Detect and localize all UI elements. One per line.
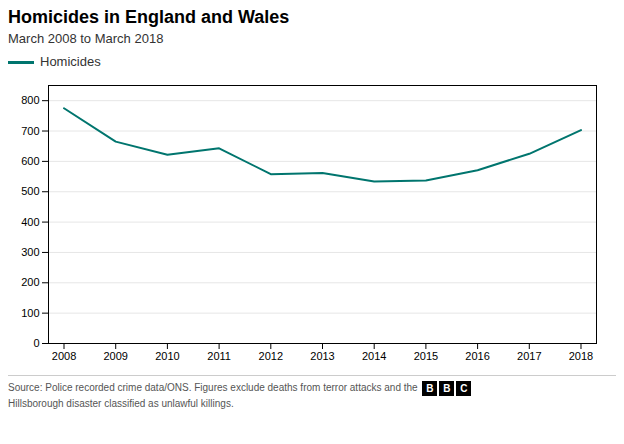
svg-text:2010: 2010 [155, 350, 179, 362]
svg-text:2012: 2012 [259, 350, 283, 362]
svg-text:2016: 2016 [465, 350, 489, 362]
html-text:B: B [443, 382, 451, 394]
html-text:Source: Police recorded crime: Source: Police recorded crime data/ONS. … [8, 382, 418, 393]
html-text:B: B [426, 382, 434, 394]
html-text:Hillsborough disaster classifi: Hillsborough disaster classified as unla… [8, 397, 234, 409]
svg-text:300: 300 [21, 246, 39, 258]
svg-text:2011: 2011 [207, 350, 231, 362]
svg-text:800: 800 [21, 94, 39, 106]
svg-text:2008: 2008 [52, 350, 76, 362]
svg-text:400: 400 [21, 216, 39, 228]
html-text:C: C [460, 382, 468, 394]
svg-text:2015: 2015 [414, 350, 438, 362]
html-text:Homicides: Homicides [40, 54, 101, 69]
svg-text:2014: 2014 [362, 350, 386, 362]
svg-text:100: 100 [21, 307, 39, 319]
svg-text:2009: 2009 [103, 350, 127, 362]
svg-text:200: 200 [21, 276, 39, 288]
svg-text:0: 0 [33, 337, 39, 349]
svg-text:700: 700 [21, 125, 39, 137]
svg-text:2018: 2018 [569, 350, 593, 362]
svg-text:600: 600 [21, 155, 39, 167]
svg-text:500: 500 [21, 185, 39, 197]
html-text:Homicides in England and Wales: Homicides in England and Wales [8, 7, 290, 27]
svg-text:2013: 2013 [310, 350, 334, 362]
html-text:March 2008 to March 2018: March 2008 to March 2018 [8, 31, 164, 46]
svg-text:2017: 2017 [517, 350, 541, 362]
